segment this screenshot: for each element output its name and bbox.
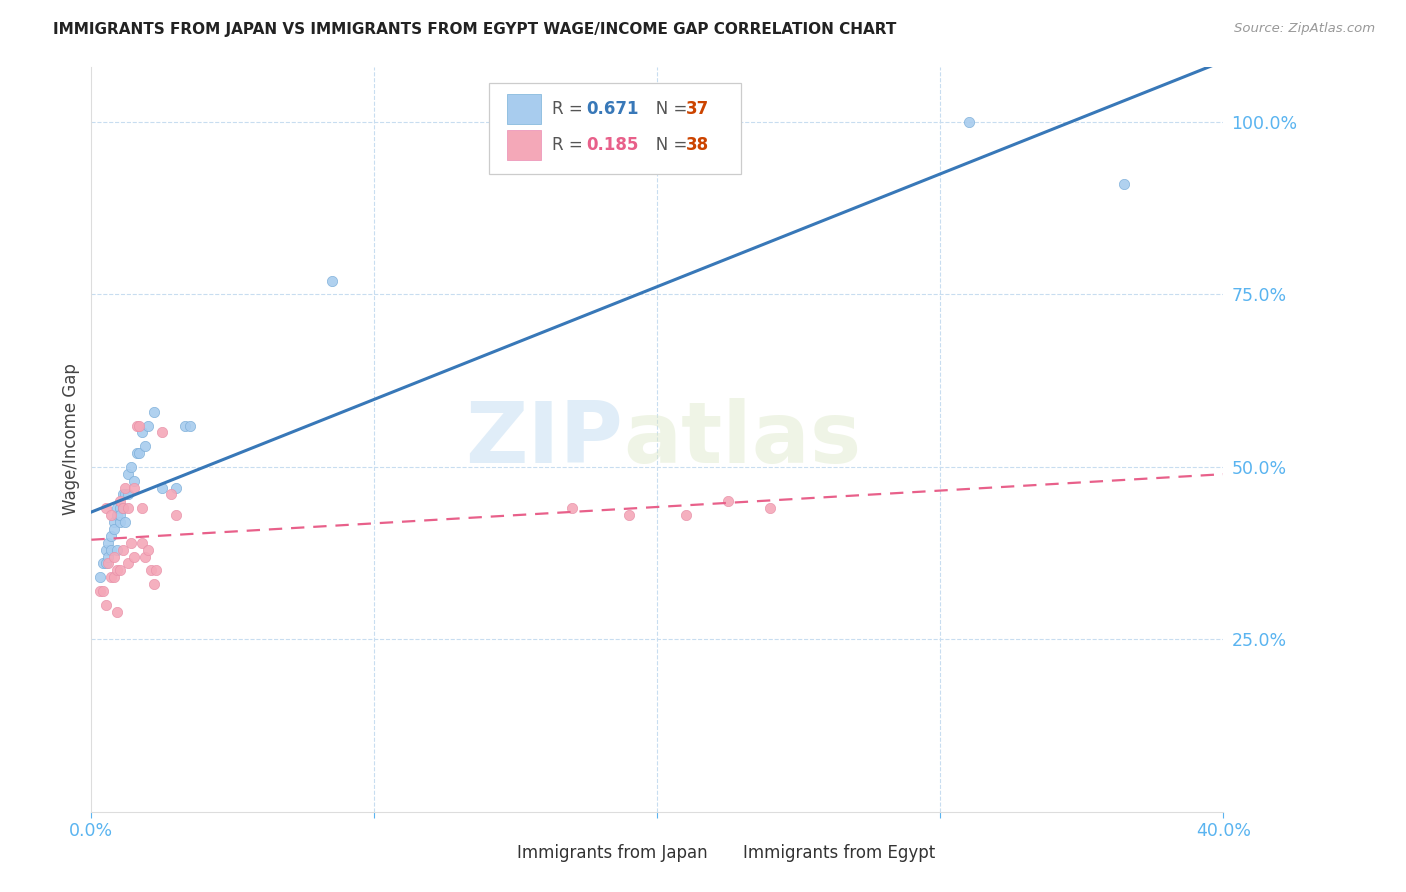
Y-axis label: Wage/Income Gap: Wage/Income Gap: [62, 363, 80, 516]
Point: [108, 515, 131, 529]
Point: [97, 535, 120, 549]
FancyBboxPatch shape: [485, 842, 510, 868]
Text: Immigrants from Egypt: Immigrants from Egypt: [744, 844, 935, 862]
Point: [125, 418, 148, 433]
Point: [91, 557, 114, 571]
Text: Source: ZipAtlas.com: Source: ZipAtlas.com: [1234, 22, 1375, 36]
Point: [100, 529, 122, 543]
Point: [134, 549, 156, 564]
Point: [159, 487, 181, 501]
Point: [97, 549, 120, 564]
Point: [125, 446, 148, 460]
Point: [103, 549, 125, 564]
Point: [103, 515, 125, 529]
Point: [108, 501, 131, 516]
Point: [165, 481, 187, 495]
Point: [134, 439, 156, 453]
Point: [131, 425, 153, 440]
Point: [128, 446, 150, 460]
Point: [173, 418, 195, 433]
Text: 0.671: 0.671: [586, 101, 638, 119]
Point: [97, 557, 120, 571]
Point: [117, 487, 139, 501]
Point: [120, 459, 142, 474]
Point: [117, 467, 139, 481]
Point: [128, 418, 150, 433]
Text: IMMIGRANTS FROM JAPAN VS IMMIGRANTS FROM EGYPT WAGE/INCOME GAP CORRELATION CHART: IMMIGRANTS FROM JAPAN VS IMMIGRANTS FROM…: [53, 22, 897, 37]
Point: [675, 508, 697, 523]
Point: [89, 584, 111, 599]
Text: 38: 38: [686, 136, 709, 154]
Point: [150, 425, 173, 440]
Text: R =: R =: [553, 101, 588, 119]
Point: [100, 542, 122, 557]
Point: [111, 487, 134, 501]
Text: ZIP: ZIP: [465, 398, 623, 481]
Point: [94, 598, 117, 612]
Point: [117, 557, 139, 571]
Point: [114, 515, 136, 529]
Point: [717, 494, 740, 508]
Point: [94, 557, 117, 571]
Point: [100, 570, 122, 584]
Point: [91, 584, 114, 599]
Point: [89, 570, 111, 584]
Text: R =: R =: [553, 136, 588, 154]
Point: [145, 563, 167, 577]
Point: [142, 577, 165, 591]
Point: [957, 115, 980, 129]
Point: [136, 542, 159, 557]
Text: N =: N =: [640, 101, 693, 119]
Point: [131, 501, 153, 516]
Point: [120, 535, 142, 549]
Text: atlas: atlas: [623, 398, 862, 481]
Point: [100, 508, 122, 523]
Point: [94, 542, 117, 557]
Point: [103, 522, 125, 536]
Point: [165, 508, 187, 523]
Point: [111, 542, 134, 557]
FancyBboxPatch shape: [489, 83, 741, 174]
Point: [122, 481, 145, 495]
Point: [759, 501, 782, 516]
Point: [139, 563, 162, 577]
Point: [103, 570, 125, 584]
Point: [122, 474, 145, 488]
Point: [142, 405, 165, 419]
Point: [114, 481, 136, 495]
Point: [561, 501, 583, 516]
Point: [105, 605, 128, 619]
Point: [179, 418, 201, 433]
Point: [111, 501, 134, 516]
Point: [108, 508, 131, 523]
Point: [108, 494, 131, 508]
Point: [105, 563, 128, 577]
Text: Immigrants from Japan: Immigrants from Japan: [517, 844, 707, 862]
FancyBboxPatch shape: [711, 842, 737, 868]
Point: [617, 508, 640, 523]
Point: [136, 418, 159, 433]
Point: [105, 542, 128, 557]
Point: [94, 501, 117, 516]
Point: [105, 501, 128, 516]
FancyBboxPatch shape: [506, 130, 541, 160]
Text: N =: N =: [640, 136, 693, 154]
Point: [108, 563, 131, 577]
Text: 37: 37: [686, 101, 709, 119]
Point: [122, 549, 145, 564]
Point: [105, 508, 128, 523]
Text: 0.185: 0.185: [586, 136, 638, 154]
Point: [117, 501, 139, 516]
Point: [1114, 177, 1136, 191]
Point: [131, 535, 153, 549]
Point: [321, 274, 343, 288]
FancyBboxPatch shape: [506, 95, 541, 124]
Point: [111, 501, 134, 516]
Point: [114, 487, 136, 501]
Point: [150, 481, 173, 495]
